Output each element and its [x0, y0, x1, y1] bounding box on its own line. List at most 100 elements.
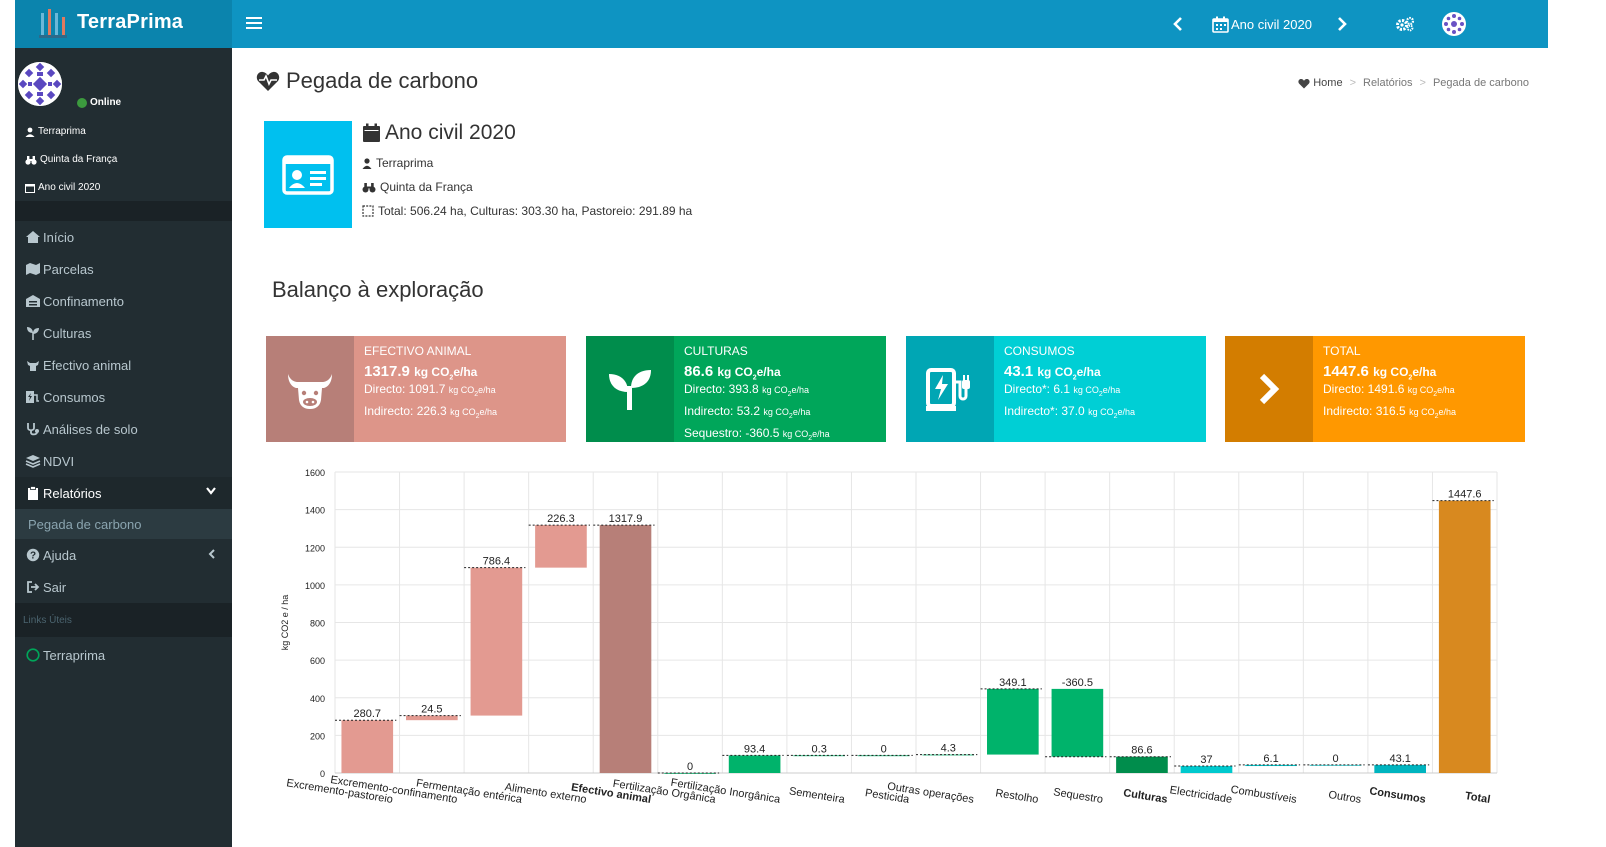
user-panel: Online Terraprima Quinta da França Ano c…: [15, 48, 232, 201]
user-info-name: Terraprima: [25, 126, 86, 137]
kpi-line: Directo: 393.8 kg CO2e/ha: [684, 382, 810, 399]
sidebar-link-terraprima[interactable]: Terraprima: [15, 639, 232, 671]
kpi-line: Indirecto: 226.3 kg CO2e/ha: [364, 404, 498, 420]
year-selector[interactable]: Ano civil 2020: [1212, 0, 1312, 48]
kpi-line: Sequestro: -360.5 kg CO2e/ha: [684, 425, 830, 442]
seedling-icon: [25, 325, 41, 341]
kpi-title: CONSUMOS: [1004, 344, 1075, 358]
sidebar-toggle-button[interactable]: [246, 14, 262, 32]
online-status: Online: [77, 97, 121, 108]
x-tick-label: Total: [1464, 790, 1491, 806]
sidebar-item-consumos[interactable]: Consumos: [15, 381, 232, 413]
data-label: 0: [1333, 753, 1339, 765]
chevron-right-icon: [1225, 336, 1313, 442]
main-content: Pegada de carbono Home > Relatórios > Pe…: [232, 48, 1548, 847]
chevron-left-icon: [208, 549, 215, 559]
breadcrumb-relatorios[interactable]: Relatórios: [1363, 77, 1413, 89]
data-label: 86.6: [1131, 745, 1152, 757]
y-tick-label: 400: [310, 694, 325, 704]
data-label: 0: [881, 743, 887, 755]
sidebar-subitem-pegada-de-carbono[interactable]: Pegada de carbono: [15, 509, 232, 539]
sidebar-item-ajuda[interactable]: ? Ajuda: [15, 539, 232, 571]
y-tick-label: 1400: [305, 506, 325, 516]
bar-0: [341, 720, 394, 773]
seedling-icon: [586, 336, 674, 442]
user-info-year: Ano civil 2020: [25, 182, 100, 193]
x-tick-label: Culturas: [1122, 787, 1168, 806]
user-icon: [25, 127, 35, 137]
cow-icon: [25, 357, 41, 373]
year-label: Ano civil 2020: [1231, 16, 1312, 32]
right-margin: [1548, 0, 1606, 847]
status-text: Online: [90, 97, 122, 108]
data-label: 4.3: [941, 743, 956, 755]
user-menu-button[interactable]: [1441, 0, 1467, 48]
kpi-line: Directo: 1091.7 kg CO2e/ha: [364, 382, 496, 399]
kpi-line: Indirecto*: 37.0 kg CO2e/ha: [1004, 404, 1136, 420]
breadcrumb: Home > Relatórios > Pegada de carbono: [1298, 77, 1529, 89]
data-label: 1317.9: [609, 513, 643, 525]
data-label: 349.1: [999, 677, 1027, 689]
calendar-icon: [25, 183, 35, 193]
sidebar-item-ndvi[interactable]: NDVI: [15, 445, 232, 477]
data-label: 93.4: [744, 743, 765, 755]
next-year-button[interactable]: [1336, 0, 1348, 48]
kpi-line: Indirecto: 316.5 kg CO2e/ha: [1323, 404, 1457, 420]
y-tick-label: 800: [310, 619, 325, 629]
terraprima-logo-icon: [39, 9, 67, 38]
binoculars-icon: [362, 182, 376, 192]
top-navbar: Ano civil 2020: [232, 0, 1548, 48]
avatar[interactable]: [18, 62, 62, 106]
clipboard-icon: [25, 485, 41, 501]
data-label: 0: [687, 761, 693, 773]
data-label: 6.1: [1263, 753, 1278, 765]
data-label: 43.1: [1389, 753, 1410, 765]
gears-icon: [1396, 16, 1415, 32]
sidebar-item-relatorios[interactable]: Relatórios: [15, 477, 232, 509]
section-title: Balanço à exploração: [272, 277, 484, 302]
links-header: Links Úteis: [15, 603, 232, 637]
left-margin: [0, 0, 15, 847]
warehouse-icon: [25, 293, 41, 309]
kpi-line: Directo*: 6.1 kg CO2e/ha: [1004, 382, 1121, 399]
kpi-title: EFECTIVO ANIMAL: [364, 344, 472, 358]
bar-14: [1245, 764, 1297, 767]
user-avatar-icon: [1442, 12, 1466, 36]
sidebar-item-analises-de-solo[interactable]: Análises de solo: [15, 413, 232, 445]
user-info-farm: Quinta da França: [25, 154, 117, 165]
sign-out-icon: [25, 579, 41, 595]
y-tick-label: 1600: [305, 468, 325, 478]
calendar-icon: [363, 123, 380, 142]
area-select-icon: [362, 205, 374, 217]
user-icon: [362, 157, 372, 169]
kpi-line: Indirecto: 53.2 kg CO2e/ha: [684, 404, 811, 420]
sidebar-item-efectivo-animal[interactable]: Efectivo animal: [15, 349, 232, 381]
info-area: Total: 506.24 ha, Culturas: 303.30 ha, P…: [362, 204, 692, 218]
kpi-value: 86.6: [684, 363, 714, 380]
calendar-icon: [1212, 16, 1229, 33]
kpi-title: CULTURAS: [684, 344, 748, 358]
logo-area[interactable]: TerraPrima: [15, 0, 232, 48]
app-name: TerraPrima: [77, 11, 184, 33]
data-label: 226.3: [547, 513, 575, 525]
chevron-down-icon: [206, 487, 216, 495]
chevron-left-icon: [1173, 17, 1182, 31]
breadcrumb-home[interactable]: Home: [1313, 77, 1343, 89]
info-title: Ano civil 2020: [362, 121, 516, 145]
sidebar-item-confinamento[interactable]: Confinamento: [15, 285, 232, 317]
charging-station-icon: [25, 389, 41, 405]
bar-3: [535, 525, 587, 568]
data-label: 0.3: [812, 743, 827, 755]
settings-button[interactable]: [1395, 0, 1415, 48]
kpi-value: 43.1: [1004, 363, 1034, 380]
kpi-culturas: CULTURAS 86.6 kg CO2e/ha Directo: 393.8 …: [586, 336, 886, 442]
sidebar-item-parcelas[interactable]: Parcelas: [15, 253, 232, 285]
sidebar-item-sair[interactable]: Sair: [15, 571, 232, 603]
previous-year-button[interactable]: [1172, 0, 1184, 48]
bar-4: [599, 525, 652, 773]
question-icon: ?: [25, 547, 41, 563]
heart-icon: [1298, 78, 1310, 88]
waterfall-chart: 0 200 400 600 800 1000 1200 1400 1600 kg CO2 e / …: [280, 468, 1498, 806]
sidebar-item-culturas[interactable]: Culturas: [15, 317, 232, 349]
sidebar-item-inicio[interactable]: Início: [15, 221, 232, 253]
